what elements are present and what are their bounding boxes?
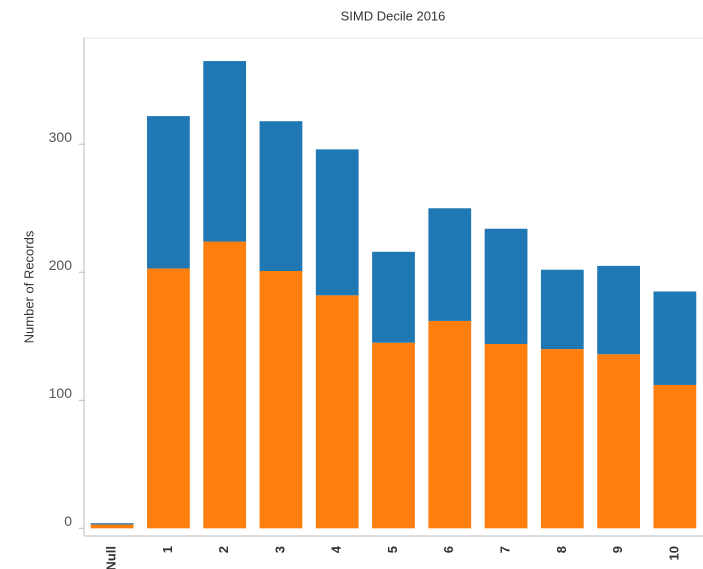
x-tick-label: 5: [385, 546, 400, 553]
x-tick-label: 6: [441, 546, 456, 553]
bar-segment: [653, 291, 697, 385]
bar-segment: [540, 349, 584, 529]
bar-segment: [259, 270, 303, 529]
x-tick-label: 9: [610, 546, 625, 553]
bar-segment: [372, 251, 415, 343]
y-axis-label: Number of Records: [21, 230, 36, 343]
bar-segment: [147, 116, 190, 269]
y-tick-label: 300: [49, 129, 73, 145]
x-tick-label: Null: [104, 546, 119, 569]
bar-segment: [203, 61, 247, 242]
x-tick-label: 7: [497, 546, 512, 553]
y-tick-label: 200: [49, 257, 73, 273]
bar-segment: [597, 265, 640, 355]
y-tick-label: 0: [64, 513, 72, 529]
y-tick-label: 100: [49, 385, 73, 401]
bar-segment: [597, 354, 640, 529]
x-tick-label: 4: [329, 545, 344, 553]
bar-segment: [147, 268, 190, 529]
x-tick-label: 10: [666, 546, 681, 560]
chart-title: SIMD Decile 2016: [341, 8, 446, 23]
bar-segment: [484, 228, 528, 344]
bar-segment: [259, 121, 303, 271]
x-tick-label: 1: [160, 546, 175, 553]
bar-segment: [315, 149, 359, 296]
bar-segment: [653, 384, 697, 529]
bar-segment: [428, 208, 472, 321]
bar-segment: [484, 343, 528, 529]
bar-segment: [203, 241, 247, 529]
x-tick-label: 3: [272, 546, 287, 553]
x-tick-label: 2: [216, 546, 231, 553]
bar-segment: [315, 295, 359, 529]
bar-segment: [540, 269, 584, 350]
bar-segment: [372, 342, 415, 529]
bar-segment: [428, 320, 472, 529]
bar-segment: [90, 523, 134, 525]
bar-segment: [90, 524, 134, 529]
x-tick-label: 8: [554, 546, 569, 553]
